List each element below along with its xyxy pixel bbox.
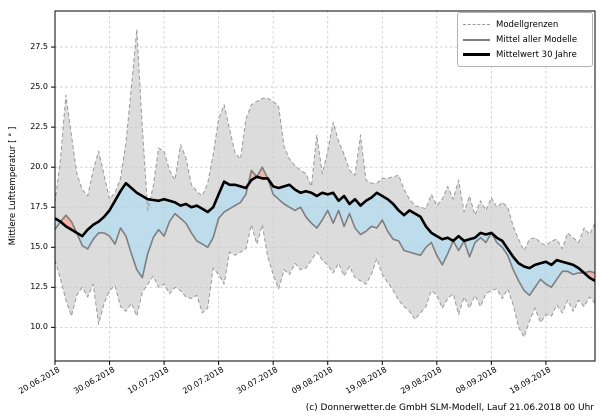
legend-line-sample: [463, 24, 490, 25]
legend-item-1: Mittel aller Modelle: [463, 32, 587, 47]
plot-border: [54, 10, 596, 362]
below-normal-fill: [55, 178, 585, 296]
y-tick-label: 17.5: [30, 202, 48, 212]
model-range-band: [55, 29, 595, 338]
y-tick-label: 25.0: [30, 82, 48, 92]
legend-line-sample: [463, 53, 490, 56]
y-tick-label: 15.0: [30, 242, 48, 252]
y-tick-label: 20.0: [30, 162, 48, 172]
legend-line-sample: [463, 38, 490, 41]
y-tick-label: 12.5: [30, 282, 48, 292]
y-tick-label: 10.0: [30, 322, 48, 332]
model-upper-bound-line: [54, 28, 596, 251]
model-lower-bound-line: [54, 224, 596, 338]
model-mean-line: [54, 166, 596, 297]
legend: Modellgrenzen Mittel aller Modelle Mittelw…: [457, 12, 593, 67]
legend-label: Modellgrenzen: [496, 19, 559, 30]
legend-label: Mittel aller Modelle: [496, 34, 578, 45]
climate-mean-line: [54, 175, 596, 283]
y-tick-label: 22.5: [30, 122, 48, 132]
legend-label: Mittelwert 30 Jahre: [496, 49, 577, 60]
y-axis-label: Mittlere Lufttemperatur [ ° ]: [8, 126, 18, 246]
legend-item-0: Modellgrenzen: [463, 17, 587, 32]
axis-ticks: [51, 46, 547, 365]
copyright-footer: (c) Donnerwetter.de GmbH SLM-Modell, Lau…: [305, 403, 594, 413]
y-tick-label: 27.5: [30, 42, 48, 52]
legend-item-2: Mittelwert 30 Jahre: [463, 47, 587, 62]
